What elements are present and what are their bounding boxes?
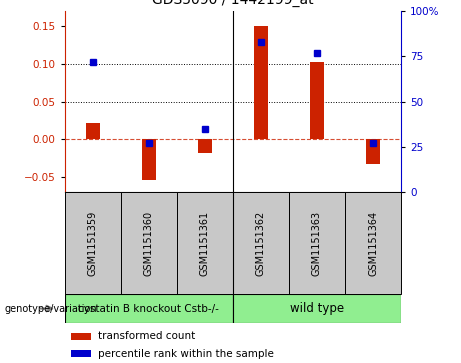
- Text: GSM1151360: GSM1151360: [144, 211, 154, 276]
- Bar: [254, 26, 268, 139]
- Text: GSM1151361: GSM1151361: [200, 211, 210, 276]
- Bar: [121, 192, 177, 294]
- Bar: [65, 294, 233, 323]
- Bar: [86, 123, 100, 139]
- Text: wild type: wild type: [290, 302, 344, 315]
- Bar: [142, 139, 156, 180]
- Bar: [310, 62, 324, 139]
- Bar: [177, 192, 233, 294]
- Text: GSM1151363: GSM1151363: [312, 211, 322, 276]
- Text: GSM1151364: GSM1151364: [368, 211, 378, 276]
- Bar: [65, 192, 121, 294]
- Text: GSM1151359: GSM1151359: [88, 211, 98, 276]
- Bar: [366, 139, 380, 164]
- Text: genotype/variation: genotype/variation: [5, 303, 97, 314]
- Bar: [289, 192, 345, 294]
- Bar: [198, 139, 212, 153]
- Text: GSM1151362: GSM1151362: [256, 211, 266, 276]
- Bar: [71, 333, 91, 340]
- Bar: [345, 192, 401, 294]
- Bar: [233, 192, 289, 294]
- Title: GDS5090 / 1442199_at: GDS5090 / 1442199_at: [152, 0, 313, 7]
- Text: cystatin B knockout Cstb-/-: cystatin B knockout Cstb-/-: [78, 303, 219, 314]
- Bar: [71, 350, 91, 358]
- Text: transformed count: transformed count: [98, 331, 195, 341]
- Text: percentile rank within the sample: percentile rank within the sample: [98, 349, 274, 359]
- Bar: [233, 294, 401, 323]
